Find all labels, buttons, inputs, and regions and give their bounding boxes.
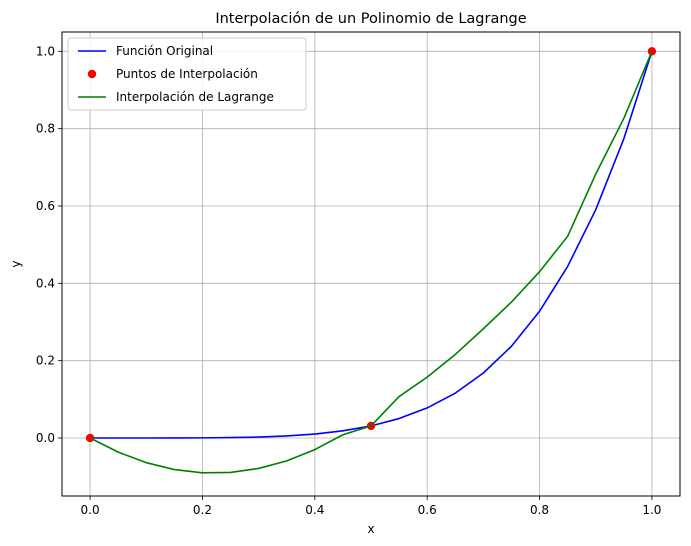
chart-title: Interpolación de un Polinomio de Lagrang… bbox=[215, 11, 526, 27]
y-tick-label: 0.8 bbox=[36, 122, 55, 136]
x-tick-label: 0.8 bbox=[530, 503, 549, 517]
legend-box bbox=[67, 37, 307, 111]
legend-label: Interpolación de Lagrange bbox=[116, 90, 274, 104]
y-tick-label: 0.6 bbox=[36, 199, 55, 213]
y-tick-label: 0.4 bbox=[36, 276, 55, 290]
y-tick-label: 1.0 bbox=[36, 44, 55, 58]
x-tick-label: 0.4 bbox=[305, 503, 324, 517]
legend-label: Función Original bbox=[116, 44, 213, 58]
y-axis-label: y bbox=[9, 260, 23, 267]
plot-area bbox=[85, 47, 657, 474]
x-axis-label: x bbox=[367, 522, 374, 536]
x-tick-label: 0.0 bbox=[81, 503, 100, 517]
x-tick-label: 0.6 bbox=[418, 503, 437, 517]
series-line-2 bbox=[89, 51, 653, 474]
x-tick-label: 0.2 bbox=[193, 503, 212, 517]
y-tick-label: 0.0 bbox=[36, 431, 55, 445]
x-tick-label: 1.0 bbox=[642, 503, 661, 517]
legend-marker-swatch bbox=[87, 69, 97, 79]
legend: Función Original Puntos de Interpolación I… bbox=[67, 37, 307, 111]
y-tick-label: 0.2 bbox=[36, 354, 55, 368]
legend-label: Puntos de Interpolación bbox=[116, 67, 258, 81]
ticks: 0.0 0.2 0.4 0.6 0.8 1.0 0.0 0.2 0.4 0.6 0.8 1.0 bbox=[36, 44, 662, 517]
axes-frame bbox=[61, 31, 681, 497]
